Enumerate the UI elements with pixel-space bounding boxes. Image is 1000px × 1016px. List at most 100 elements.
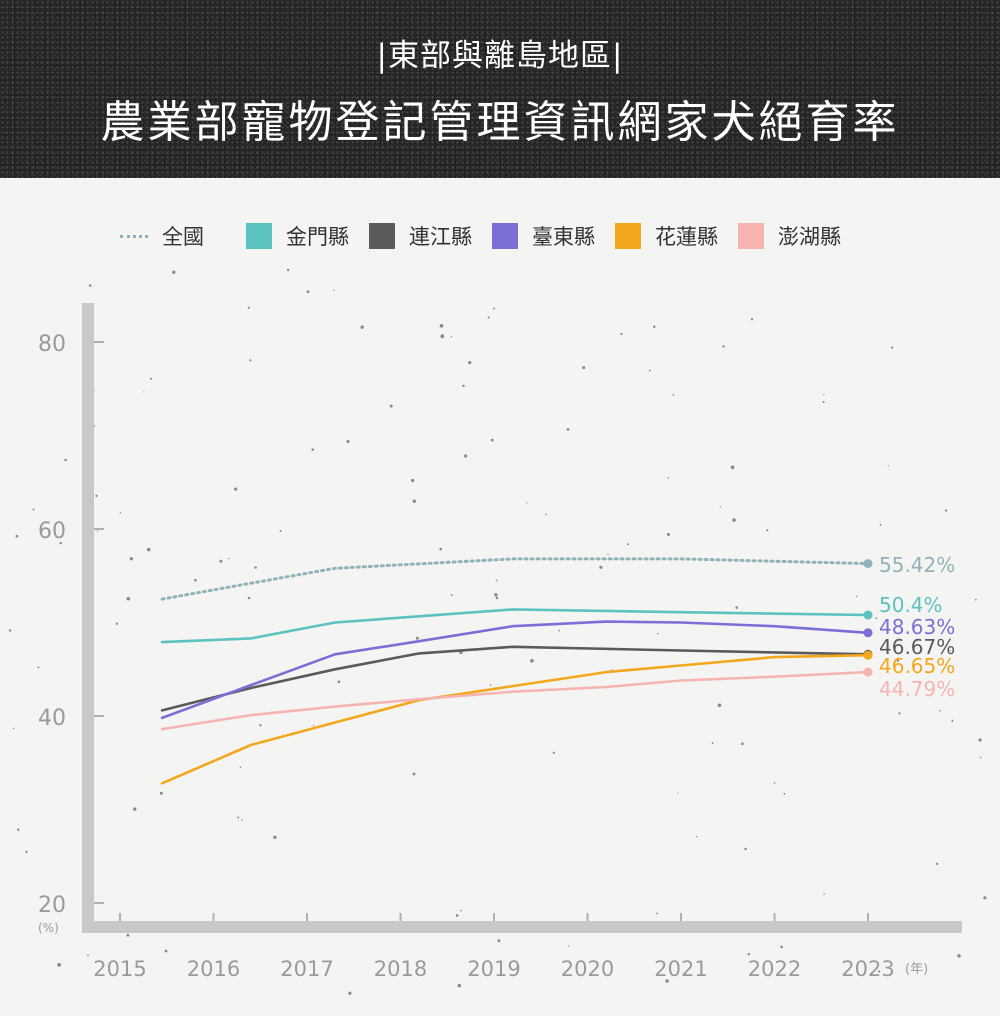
x-tick-label: 2023 (841, 957, 894, 981)
grain-speck (939, 710, 941, 712)
x-tick-label: 2016 (187, 957, 240, 981)
grain-speck (495, 579, 498, 582)
grain-speck (439, 323, 444, 328)
grain-speck (346, 439, 350, 444)
grain-speck (455, 914, 459, 917)
grain-speck (530, 658, 534, 663)
x-tick-label: 2022 (748, 957, 801, 981)
grain-speck (115, 622, 119, 625)
legend-dotted-line-icon (120, 234, 148, 238)
grain-speck (526, 502, 528, 504)
grain-speck (64, 458, 67, 462)
grain-speck (463, 454, 468, 458)
grain-speck (855, 595, 858, 598)
chart-axes (82, 303, 962, 933)
series-line-3 (160, 620, 870, 720)
series-end-marker (863, 559, 873, 569)
legend-item-lienchiang[interactable]: 連江縣 (369, 221, 472, 251)
grain-speck (978, 738, 982, 742)
grain-speck (552, 751, 555, 754)
grain-speck (410, 478, 415, 483)
grain-speck (568, 945, 570, 947)
grain-speck (159, 791, 163, 795)
grain-speck (164, 949, 168, 953)
grain-speck (949, 650, 951, 652)
grain-speck (95, 494, 98, 498)
legend-swatch-icon (492, 223, 518, 249)
legend-label: 澎湖縣 (778, 225, 841, 249)
grain-speck (172, 270, 176, 274)
grain-speck (944, 509, 948, 512)
grain-speck (626, 543, 629, 546)
series-end-label: 46.65% (879, 654, 955, 678)
grain-speck (656, 632, 659, 635)
series-end-marker (863, 610, 873, 620)
grain-speck (744, 847, 747, 851)
legend-label: 金門縣 (286, 225, 349, 249)
series-end-marker (863, 650, 873, 660)
grain-speck (975, 598, 977, 601)
grain-speck (126, 933, 130, 937)
grain-speck (766, 529, 769, 532)
grain-speck (273, 835, 277, 840)
grain-speck (412, 499, 416, 503)
grain-speck (259, 724, 262, 727)
grain-speck (239, 766, 242, 769)
grain-speck (468, 360, 472, 365)
grain-speck (440, 334, 445, 339)
grain-speck (194, 578, 197, 582)
x-tick-label: 2015 (93, 957, 146, 981)
grain-speck (983, 896, 987, 900)
legend-item-penghu[interactable]: 澎湖縣 (738, 221, 841, 251)
grain-speck (896, 659, 900, 662)
legend-label: 花蓮縣 (655, 225, 718, 249)
grain-speck (241, 819, 243, 821)
y-tick-label: 80 (38, 332, 66, 357)
grain-speck (732, 518, 736, 522)
legend-item-hualien[interactable]: 花蓮縣 (615, 221, 718, 251)
y-tick-label: 20 (38, 893, 66, 918)
grain-speck (126, 596, 131, 601)
series-line-4 (160, 653, 870, 785)
grain-speck (878, 970, 881, 973)
series-line-2 (160, 645, 870, 712)
series-end-label: 50.4% (879, 593, 943, 617)
grain-speck (254, 566, 257, 569)
grain-speck (891, 346, 894, 349)
grain-speck (462, 384, 465, 388)
grain-speck (360, 325, 364, 329)
series-end-label: 55.42% (879, 553, 955, 577)
grain-speck (32, 508, 35, 511)
header-banner: |東部與離島地區| 農業部寵物登記管理資訊網家犬絕育率 (0, 0, 1000, 178)
legend-swatch-icon (369, 223, 395, 249)
grain-speck (132, 807, 137, 811)
grain-speck (495, 596, 499, 600)
legend-item-taitung[interactable]: 臺東縣 (492, 221, 595, 251)
grain-speck (823, 893, 825, 895)
chart-series (160, 557, 873, 785)
series-end-marker (863, 628, 873, 638)
legend-item-national[interactable]: 全國 (120, 221, 204, 251)
y-unit-label: (%) (38, 921, 59, 935)
y-tick-label: 40 (38, 706, 66, 731)
x-tick-label: 2021 (654, 957, 707, 981)
grain-speck (957, 954, 961, 958)
grain-speck (37, 666, 40, 669)
grain-speck (566, 428, 570, 431)
y-axis-line (82, 303, 94, 933)
grain-speck (457, 983, 462, 988)
grain-speck (489, 684, 492, 686)
legend-item-kinmen[interactable]: 金門縣 (246, 221, 349, 251)
y-tick-label: 60 (38, 519, 66, 544)
grain-speck (87, 954, 89, 957)
grain-speck (730, 465, 735, 470)
x-tick-label: 2019 (467, 957, 520, 981)
legend-swatch-icon (246, 223, 272, 249)
grain-speck (149, 377, 153, 380)
grain-speck (780, 945, 783, 949)
grain-speck (935, 862, 939, 866)
legend-swatch-icon (738, 223, 764, 249)
x-unit-label: (年) (905, 962, 928, 977)
grain-speck (648, 369, 651, 372)
